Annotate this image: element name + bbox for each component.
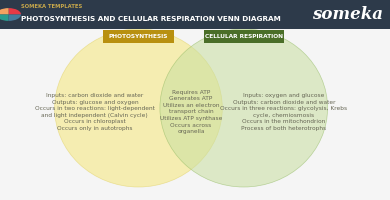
Ellipse shape bbox=[55, 29, 222, 187]
Wedge shape bbox=[9, 15, 21, 21]
Text: Requires ATP
Generates ATP
Utilizes an electron
transport chain
Utilizes ATP syn: Requires ATP Generates ATP Utilizes an e… bbox=[160, 90, 222, 134]
Text: CELLULAR RESPIRATION: CELLULAR RESPIRATION bbox=[205, 34, 283, 39]
FancyBboxPatch shape bbox=[0, 0, 390, 29]
Ellipse shape bbox=[160, 29, 328, 187]
Text: someka: someka bbox=[312, 6, 383, 23]
FancyBboxPatch shape bbox=[204, 30, 284, 43]
FancyBboxPatch shape bbox=[0, 29, 390, 200]
FancyBboxPatch shape bbox=[103, 30, 174, 43]
Wedge shape bbox=[9, 8, 21, 15]
Text: PHOTOSYNTHESIS AND CELLULAR RESPIRATION VENN DIAGRAM: PHOTOSYNTHESIS AND CELLULAR RESPIRATION … bbox=[21, 16, 281, 22]
Text: SOMEKA TEMPLATES: SOMEKA TEMPLATES bbox=[21, 4, 83, 9]
Text: Inputs: oxygen and glucose
Outputs: carbon dioxide and water
Occurs in three rea: Inputs: oxygen and glucose Outputs: carb… bbox=[220, 93, 347, 131]
Text: PHOTOSYNTHESIS: PHOTOSYNTHESIS bbox=[109, 34, 168, 39]
Wedge shape bbox=[0, 15, 9, 21]
Text: Inputs: carbon dioxide and water
Outputs: glucose and oxygen
Occurs in two react: Inputs: carbon dioxide and water Outputs… bbox=[35, 93, 155, 131]
Wedge shape bbox=[0, 8, 9, 15]
